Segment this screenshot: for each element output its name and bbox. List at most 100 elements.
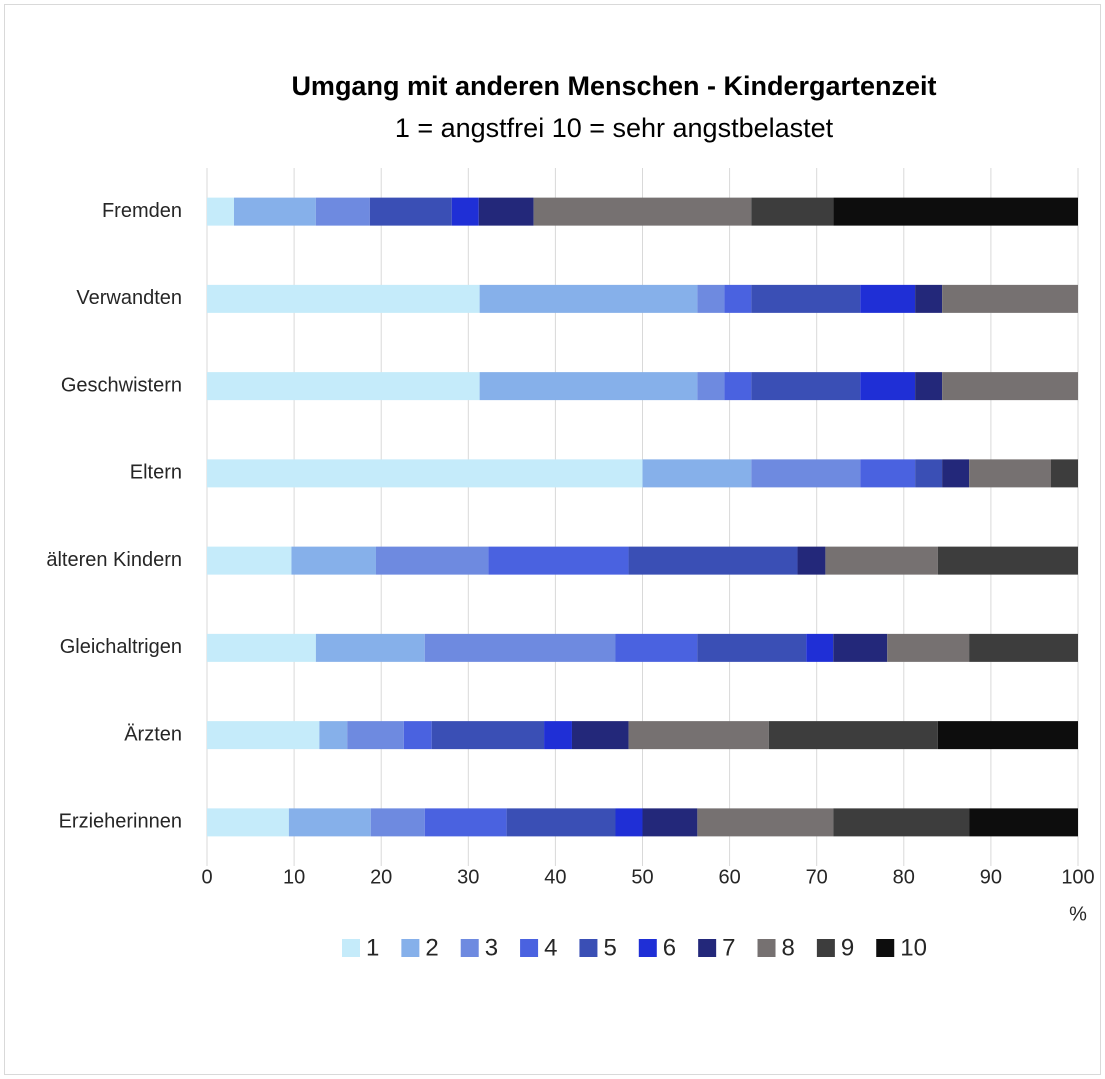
bar-segment	[969, 459, 1051, 488]
bar-segment	[806, 633, 834, 662]
legend-label: 8	[782, 934, 795, 961]
bar-segment	[751, 284, 861, 313]
bar-segment	[479, 372, 698, 401]
bar-segment	[288, 808, 371, 837]
x-tick-label: 20	[370, 866, 392, 888]
legend-swatch	[342, 939, 360, 957]
bar-segment	[628, 546, 798, 575]
bar-segment	[751, 372, 861, 401]
bar-segment	[207, 284, 480, 313]
bar-segment	[571, 721, 629, 750]
legend-label: 6	[663, 934, 676, 961]
bar-segment	[642, 808, 698, 837]
bar-segment	[942, 372, 1078, 401]
bar-segment	[451, 197, 479, 226]
bar-segment	[424, 633, 616, 662]
bar-segment	[797, 546, 826, 575]
bar-segment	[544, 721, 572, 750]
legend-label: 1	[366, 934, 379, 961]
bar-segment	[207, 372, 480, 401]
x-tick-label: 10	[283, 866, 305, 888]
bar-segment	[369, 197, 452, 226]
bar-segment	[488, 546, 629, 575]
bar-segment	[833, 633, 888, 662]
bar-segment	[825, 546, 938, 575]
legend-swatch	[638, 939, 657, 957]
x-tick-label: 60	[718, 866, 740, 888]
bar-segment	[1050, 459, 1078, 488]
bar-segment	[403, 721, 432, 750]
bar-segment	[347, 721, 404, 750]
legend-label: 5	[603, 934, 616, 961]
bar-segment	[860, 372, 916, 401]
bar-segment	[207, 721, 320, 750]
bar-segment	[915, 372, 943, 401]
y-tick-label: Geschwistern	[61, 374, 182, 396]
bar-segment	[370, 808, 425, 837]
y-tick-label: Gleichaltrigen	[60, 636, 182, 658]
y-tick-label: Eltern	[130, 462, 182, 484]
legend-swatch	[757, 939, 776, 957]
bar-segment	[833, 808, 970, 837]
x-tick-label: 40	[544, 866, 566, 888]
bar-segment	[697, 372, 725, 401]
bar-segment	[942, 284, 1078, 313]
y-tick-label: Ärzten	[124, 723, 182, 745]
bar-segment	[942, 459, 970, 488]
bar-segment	[768, 721, 938, 750]
x-tick-label: 80	[893, 866, 915, 888]
legend-label: 10	[900, 934, 927, 961]
legend-swatch	[698, 939, 717, 957]
bar-segment	[207, 546, 292, 575]
y-tick-label: älteren Kindern	[46, 549, 182, 571]
bar-segment	[833, 197, 1078, 226]
legend-label: 7	[722, 934, 735, 961]
bar-segment	[506, 808, 616, 837]
bar-segment	[937, 546, 1078, 575]
legend-swatch	[876, 939, 895, 957]
x-tick-label: 50	[631, 866, 653, 888]
x-tick-label: 30	[457, 866, 479, 888]
bar-segment	[860, 459, 916, 488]
legend-label: 9	[841, 934, 854, 961]
bar-segment	[915, 459, 943, 488]
legend-label: 3	[485, 934, 498, 961]
bar-segment	[697, 633, 807, 662]
bar-segment	[315, 633, 425, 662]
bar-segment	[319, 721, 348, 750]
y-tick-label: Fremden	[102, 200, 182, 222]
bar-segment	[724, 284, 752, 313]
legend-swatch	[579, 939, 598, 957]
x-tick-label: 70	[806, 866, 828, 888]
chart-subtitle: 1 = angstfrei 10 = sehr angstbelastet	[395, 113, 834, 143]
bar-segment	[375, 546, 489, 575]
legend-swatch	[401, 939, 420, 957]
x-tick-label: 100	[1061, 866, 1094, 888]
bar-segment	[478, 197, 534, 226]
y-tick-label: Verwandten	[76, 287, 182, 309]
legend-label: 4	[544, 934, 557, 961]
bar-segment	[291, 546, 376, 575]
y-tick-label: Erzieherinnen	[59, 811, 182, 833]
x-tick-label: 0	[201, 866, 212, 888]
bar-segment	[315, 197, 370, 226]
bar-segment	[207, 197, 235, 226]
chart-frame	[4, 4, 1101, 1075]
bar-segment	[751, 459, 861, 488]
bar-segment	[697, 808, 834, 837]
legend-swatch	[520, 939, 539, 957]
bar-segment	[697, 284, 725, 313]
bar-segment	[860, 284, 916, 313]
bar-segment	[533, 197, 752, 226]
bar-segment	[207, 459, 643, 488]
legend-label: 2	[425, 934, 438, 961]
bar-segment	[207, 633, 316, 662]
bar-segment	[642, 459, 752, 488]
bar-segment	[915, 284, 943, 313]
bar-segment	[234, 197, 316, 226]
chart-title: Umgang mit anderen Menschen - Kindergart…	[291, 71, 936, 101]
bar-segment	[424, 808, 507, 837]
bar-segment	[937, 721, 1078, 750]
bar-segment	[615, 633, 698, 662]
x-tick-label: 90	[980, 866, 1002, 888]
